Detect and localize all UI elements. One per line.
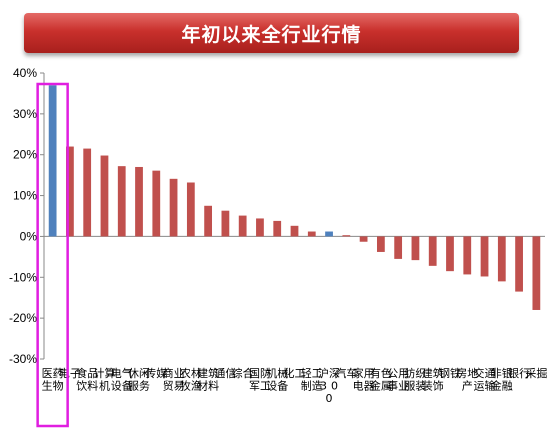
bar-医药生物: [48, 85, 57, 237]
category-label-家用电器: 家用电器: [353, 366, 375, 393]
bar-国防军工: [256, 218, 264, 237]
category-label-采掘: 采掘: [525, 366, 547, 380]
bar-计算机: [100, 155, 109, 237]
category-label-房地产: 房地产: [456, 367, 478, 393]
bar-纺织服装: [411, 236, 420, 261]
category-label-交通运输: 交通运输: [474, 366, 496, 393]
bar-公用事业: [394, 236, 403, 259]
y-tick-label: -20%: [9, 311, 37, 325]
bar-钢铁: [446, 236, 454, 272]
category-label-电子: 电子: [59, 367, 81, 380]
y-tick-label: 10%: [13, 189, 37, 203]
category-label-公用事业: 公用事业: [387, 367, 409, 393]
bar-农林牧渔: [186, 182, 195, 237]
category-label-国防军工: 国防军工: [249, 366, 271, 393]
category-labels: 医药生物电子食品饮料计算机电气设备休闲服务传媒商业贸易农林牧渔建筑材料通信综合国…: [42, 366, 548, 405]
bar-银行: [515, 236, 523, 292]
y-tick-label: 30%: [13, 107, 37, 121]
bar-化工: [290, 225, 299, 237]
category-label-综合: 综合: [232, 366, 254, 380]
bars-group: [48, 85, 541, 310]
bar-交通运输: [480, 236, 489, 277]
category-label-有色金属: 有色金属: [370, 366, 392, 393]
bar-轻工制造: [307, 231, 316, 237]
category-label-沪深300: 沪深 3 0 0: [318, 366, 340, 405]
y-tick-label: 20%: [13, 148, 37, 162]
bar-房地产: [463, 236, 472, 275]
category-label-汽车: 汽车: [335, 366, 357, 380]
category-label-机械设备: 机械设备: [266, 366, 288, 393]
bar-家用电器: [359, 236, 368, 242]
category-label-建筑材料: 建筑材料: [197, 366, 219, 393]
category-label-银行: 银行: [508, 366, 530, 380]
bar-机械设备: [273, 220, 282, 237]
bar-综合: [238, 215, 247, 237]
category-label-计算机: 计算机: [93, 366, 115, 393]
category-label-化工: 化工: [284, 366, 306, 380]
y-tick-label: -10%: [9, 270, 37, 284]
bar-汽车: [342, 235, 351, 237]
category-label-电气设备: 电气设备: [111, 366, 133, 393]
chart-title: 年初以来全行业行情: [181, 23, 362, 46]
category-label-轻工制造: 轻工制造: [301, 366, 323, 393]
category-label-传媒: 传媒: [145, 367, 167, 380]
y-tick-label: -30%: [9, 352, 37, 366]
category-label-医药生物: 医药生物: [42, 367, 64, 393]
bar-休闲服务: [135, 166, 143, 237]
category-label-纺织服装: 纺织服装: [404, 366, 426, 393]
y-tick-label: 40%: [13, 66, 37, 80]
bar-商业贸易: [169, 178, 178, 237]
category-label-农林牧渔: 农林牧渔: [180, 366, 202, 393]
bar-非银金融: [497, 236, 506, 282]
bar-沪深300: [325, 231, 333, 237]
bar-食品饮料: [83, 148, 92, 237]
category-label-通信: 通信: [214, 367, 236, 380]
bar-建筑装饰: [428, 236, 437, 266]
category-label-非银金融: 非银金融: [491, 366, 513, 393]
bar-传媒: [152, 170, 161, 237]
bar-电子: [66, 146, 74, 237]
title-banner: 年初以来全行业行情: [24, 13, 519, 53]
bar-采掘: [532, 236, 541, 310]
category-label-建筑装饰: 建筑装饰: [422, 366, 444, 393]
category-label-食品饮料: 食品饮料: [76, 366, 98, 393]
category-label-休闲服务: 休闲服务: [128, 366, 150, 393]
y-tick-label: 0%: [20, 229, 38, 243]
highlight-box: [36, 82, 69, 428]
bar-电气设备: [117, 166, 126, 237]
bar-通信: [221, 210, 230, 237]
bar-有色金属: [376, 236, 385, 252]
category-label-商业贸易: 商业贸易: [163, 366, 185, 393]
y-axis: 40% 30% 20% 10% 0% -10% -20% -30%: [9, 66, 44, 366]
category-label-钢铁: 钢铁: [439, 367, 461, 380]
bar-建筑材料: [204, 205, 213, 237]
